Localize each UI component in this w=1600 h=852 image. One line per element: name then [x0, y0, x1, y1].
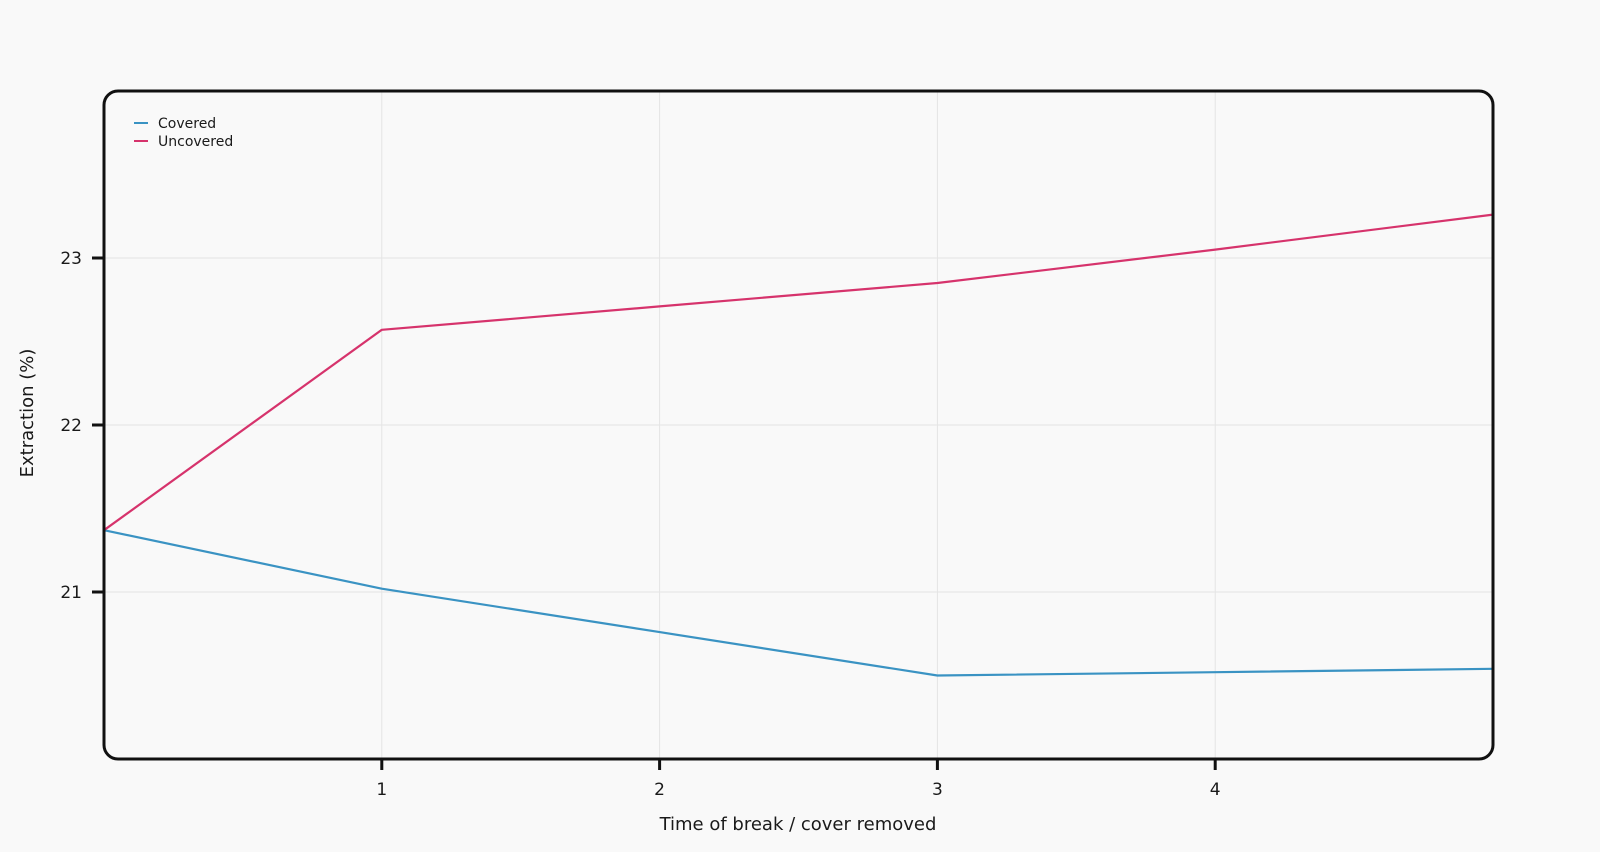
legend-label-covered: Covered	[158, 116, 216, 132]
x-axis-title: Time of break / cover removed	[659, 814, 937, 835]
series-line-covered	[102, 529, 1495, 677]
x-tick-label: 1	[376, 780, 387, 800]
series-lines	[102, 213, 1495, 677]
y-tick-label: 22	[60, 416, 82, 436]
x-tick-label: 3	[932, 780, 943, 800]
y-tick-label: 23	[60, 249, 82, 269]
y-tick-label: 21	[60, 583, 82, 603]
grid-lines	[104, 91, 1493, 759]
y-axis-title: Extraction (%)	[17, 349, 38, 478]
legend: Covered Uncovered	[134, 116, 233, 150]
x-tick-label: 2	[654, 780, 665, 800]
series-line-uncovered	[102, 213, 1495, 532]
legend-label-uncovered: Uncovered	[158, 134, 233, 150]
x-tick-label: 4	[1210, 780, 1221, 800]
